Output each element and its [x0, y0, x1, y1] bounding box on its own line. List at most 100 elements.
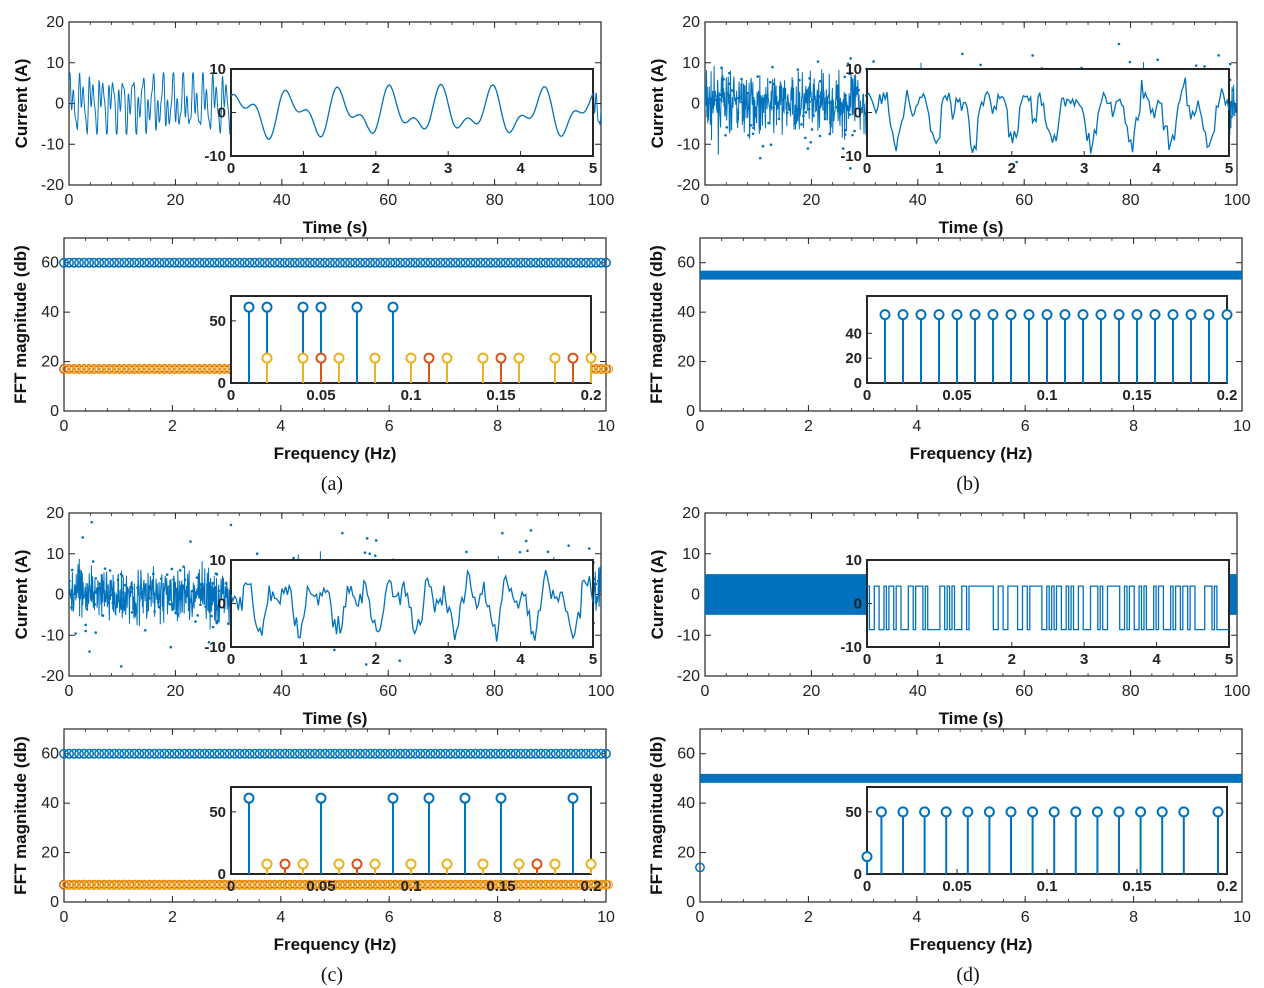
time-ytick-label: 20 — [46, 14, 64, 31]
fft-marker-blue — [239, 257, 250, 268]
fft-marker-orange — [565, 879, 576, 890]
time-series-marker — [708, 98, 712, 101]
fft-inset-stem-head — [1135, 806, 1147, 818]
fft-marker-blue — [84, 257, 95, 268]
fft-marker-yellow — [558, 880, 568, 890]
time-series-marker — [757, 92, 760, 96]
fft-marker-yellow — [76, 880, 87, 890]
fft-inset-stem-head — [495, 792, 507, 804]
fft-inset-stem-head — [315, 352, 327, 364]
fft-marker-blue — [591, 257, 601, 268]
fft-marker-orange — [94, 364, 105, 374]
fft-xtick-label: 6 — [385, 909, 394, 926]
fft-marker-blue — [304, 257, 315, 268]
fft-marker-blue — [465, 748, 476, 759]
fft-marker-yellow — [403, 880, 413, 890]
time-ylabel: Current (A) — [648, 550, 667, 640]
time-inset-xtick-label: 3 — [1080, 160, 1088, 177]
fft-marker-yellow — [247, 880, 257, 890]
fft-marker-yellow — [107, 364, 117, 374]
fft-marker-yellow — [177, 364, 187, 374]
time-ytick-label: -20 — [677, 177, 700, 194]
fft-xtick-label: 4 — [912, 909, 921, 926]
time-series-marker — [1194, 64, 1198, 67]
fft-marker-blue — [109, 257, 120, 268]
fft-marker-blue — [74, 748, 85, 759]
time-inset-xtick-label: 4 — [1152, 160, 1161, 177]
fft-inset-stem-head — [549, 858, 561, 870]
time-series-marker — [728, 82, 731, 86]
fft-inset-stem-head — [919, 806, 931, 818]
fft-marker-blue — [435, 257, 446, 268]
fft-marker-blue — [445, 257, 456, 268]
fft-marker-orange — [189, 364, 200, 374]
fft-marker-orange — [580, 879, 591, 890]
time-series-marker — [199, 603, 202, 607]
fft-marker-orange — [325, 879, 335, 890]
fft-marker-yellow — [322, 880, 333, 890]
fft-xtick-label: 6 — [385, 418, 394, 435]
fft-marker-blue — [64, 748, 74, 759]
time-series-marker — [798, 78, 801, 82]
fft-inset-xtick-label: 0.2 — [1217, 387, 1238, 404]
fft-marker-yellow — [297, 880, 308, 890]
fft-ytick-label: 20 — [677, 354, 695, 371]
fft-marker-blue — [214, 748, 225, 759]
fft-marker-yellow — [287, 880, 297, 890]
time-series-marker — [740, 77, 743, 81]
fft-marker-yellow — [217, 364, 227, 374]
fft-inset-xtick-label: 0.05 — [306, 387, 335, 404]
time-series-marker — [111, 601, 115, 605]
fft-marker-blue — [184, 748, 195, 759]
time-series-marker — [74, 632, 77, 635]
fft-marker-blue — [410, 257, 421, 268]
fft-inset-xtick-label: 0.15 — [486, 878, 515, 895]
fft-marker-blue — [550, 748, 561, 759]
fft-marker-orange — [109, 364, 120, 374]
time-inset-xtick-label: 1 — [299, 160, 307, 177]
fft-marker-blue — [119, 257, 130, 268]
time-series-marker — [777, 117, 781, 121]
time-xtick-label: 0 — [65, 683, 74, 700]
time-series-marker — [800, 123, 803, 126]
fft-inset-stem-head — [513, 352, 525, 364]
fft-marker-orange — [591, 879, 601, 890]
fft-marker-orange — [164, 364, 175, 374]
time-series-marker — [728, 71, 731, 75]
fft-marker-blue — [199, 257, 210, 268]
time-inset-ytick-label: -10 — [204, 639, 226, 656]
fft-marker-yellow — [252, 880, 262, 890]
fft-marker-blue — [450, 748, 461, 759]
fft-inset-stem-head — [933, 309, 945, 321]
fft-marker-orange — [249, 879, 260, 890]
time-inset-ytick-label: -10 — [204, 148, 226, 165]
time-xtick-label: 40 — [909, 192, 927, 209]
time-inset-line — [230, 568, 594, 642]
time-series-marker — [157, 594, 161, 598]
fft-marker-yellow — [543, 880, 553, 890]
time-series-marker — [730, 89, 734, 92]
fft-marker-yellow — [112, 880, 122, 890]
time-series-marker — [89, 595, 93, 599]
fft-marker-yellow — [157, 880, 167, 890]
fft-marker-orange — [420, 879, 431, 890]
fft-marker-orange — [99, 364, 110, 374]
fft-marker-blue — [355, 748, 366, 759]
fft-marker-orange — [239, 879, 250, 890]
fft-xlabel: Frequency (Hz) — [274, 444, 397, 463]
fft-marker-blue — [179, 257, 190, 268]
fft-marker-yellow — [433, 880, 443, 890]
fft-marker-orange — [119, 364, 130, 374]
time-series-marker — [835, 88, 839, 92]
fft-marker-blue — [259, 748, 270, 759]
time-series-marker — [720, 66, 723, 70]
fft-marker-blue — [174, 257, 185, 268]
fft-marker-blue — [69, 748, 79, 759]
time-series-marker — [1128, 60, 1132, 64]
fft-marker-yellow — [342, 880, 353, 890]
fft-marker-orange — [64, 364, 74, 374]
fft-marker-blue — [279, 748, 290, 759]
fft-marker-blue — [189, 748, 200, 759]
fft-marker-yellow — [117, 364, 127, 374]
